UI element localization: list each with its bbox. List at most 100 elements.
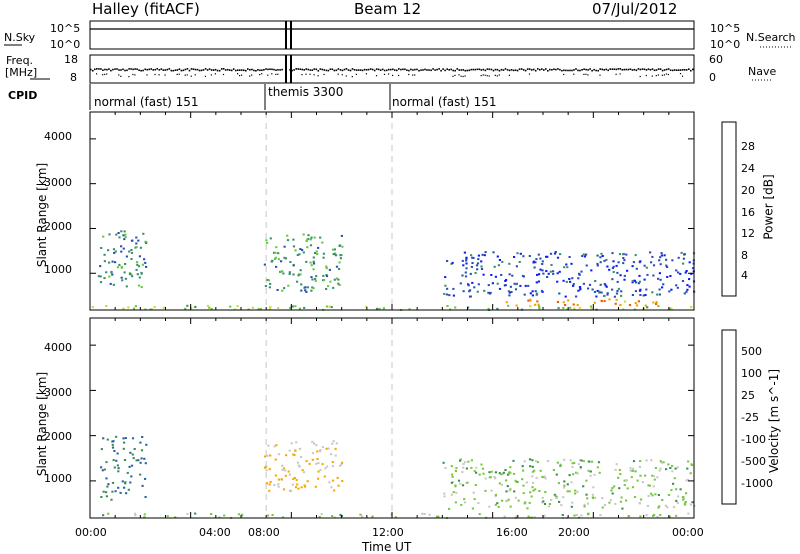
echo-cell	[541, 260, 544, 263]
freq-point	[464, 69, 467, 72]
echo-cell	[314, 277, 317, 280]
echo-cell	[435, 515, 439, 518]
echo-cell	[662, 283, 665, 286]
vel-range-tick-3000: 3000	[44, 386, 72, 399]
echo-cell	[682, 496, 685, 499]
echo-cell	[113, 466, 116, 469]
echo-cell	[608, 501, 611, 504]
echo-cell	[338, 464, 342, 467]
echo-cell	[138, 255, 141, 258]
echo-cell	[670, 489, 673, 492]
echo-cell	[526, 507, 529, 510]
echo-cell	[296, 280, 299, 283]
echo-cell	[537, 280, 540, 283]
echo-cell	[500, 274, 503, 276]
echo-cell	[587, 287, 590, 290]
nave-point	[249, 75, 251, 77]
freq-point	[577, 69, 579, 72]
freq-point	[265, 68, 267, 70]
echo-cell	[615, 264, 618, 267]
echo-cell	[454, 306, 457, 309]
echo-cell	[125, 255, 128, 258]
echo-cell	[478, 473, 481, 476]
echo-cell	[583, 255, 587, 258]
power-cbar-tick-4: 20	[741, 184, 755, 197]
echo-cell	[677, 256, 680, 259]
freq-point	[158, 69, 161, 71]
echo-cell	[378, 307, 381, 310]
echo-cell	[522, 484, 525, 487]
echo-cell	[623, 278, 626, 281]
freq-point	[563, 69, 565, 72]
echo-cell	[312, 268, 315, 271]
echo-cell	[531, 470, 534, 473]
freq-point	[553, 68, 555, 70]
echo-cell	[654, 467, 657, 469]
echo-cell	[135, 459, 138, 462]
freq-point	[128, 68, 130, 70]
freq-point	[494, 68, 497, 71]
echo-cell	[498, 482, 501, 485]
echo-cell	[450, 493, 453, 496]
freq-point	[583, 68, 585, 70]
echo-cell	[659, 460, 662, 463]
echo-cell	[267, 444, 270, 447]
echo-cell	[612, 271, 615, 273]
echo-cell	[536, 461, 540, 464]
echo-cell	[566, 483, 569, 486]
echo-cell	[266, 454, 269, 457]
vel-cbar-tick-6: 500	[741, 345, 762, 358]
freq-point	[482, 68, 485, 71]
freq-point	[239, 69, 241, 71]
cpid-label: CPID	[8, 89, 38, 102]
echo-cell	[105, 495, 108, 498]
echo-cell	[117, 232, 120, 234]
echo-cell	[529, 299, 532, 302]
echo-cell	[529, 305, 532, 308]
freq-point	[220, 68, 223, 70]
echo-cell	[529, 491, 532, 494]
echo-cell	[531, 486, 534, 489]
echo-cell	[134, 305, 137, 308]
echo-cell	[310, 264, 313, 267]
echo-cell	[327, 447, 330, 450]
freq-point	[532, 68, 535, 71]
freq-point	[100, 68, 102, 70]
echo-cell	[506, 485, 509, 488]
echo-cell	[650, 459, 653, 462]
echo-cell	[492, 251, 495, 254]
echo-cell	[515, 514, 518, 517]
echo-cell	[111, 446, 115, 449]
echo-cell	[578, 306, 581, 309]
echo-cell	[675, 499, 678, 502]
freq-point	[291, 69, 293, 72]
time-tick-2: 08:00	[248, 526, 280, 539]
vel-range-tick-4000: 4000	[44, 341, 72, 354]
echo-cell	[562, 301, 565, 304]
echo-cell	[641, 481, 644, 484]
echo-cell	[337, 484, 340, 487]
echo-cell	[472, 257, 475, 259]
echo-cell	[567, 299, 570, 302]
echo-cell	[644, 474, 647, 477]
echo-cell	[656, 476, 659, 479]
echo-cell	[300, 486, 303, 489]
freq-point	[343, 68, 346, 71]
echo-cell	[631, 470, 634, 472]
nave-point	[210, 74, 212, 76]
echo-cell	[315, 462, 318, 465]
freq-point	[436, 68, 438, 71]
echo-cell	[322, 274, 325, 277]
nave-point	[498, 74, 500, 76]
echo-cell	[277, 258, 280, 261]
echo-cell	[472, 491, 475, 494]
freq-point	[373, 69, 376, 72]
nave-point	[563, 73, 565, 76]
freq-point	[347, 69, 350, 71]
echo-cell	[304, 289, 307, 292]
echo-cell	[210, 308, 213, 311]
freq-point	[112, 68, 114, 71]
echo-cell	[316, 450, 319, 453]
freq-point	[235, 69, 237, 72]
echo-cell	[465, 256, 468, 259]
